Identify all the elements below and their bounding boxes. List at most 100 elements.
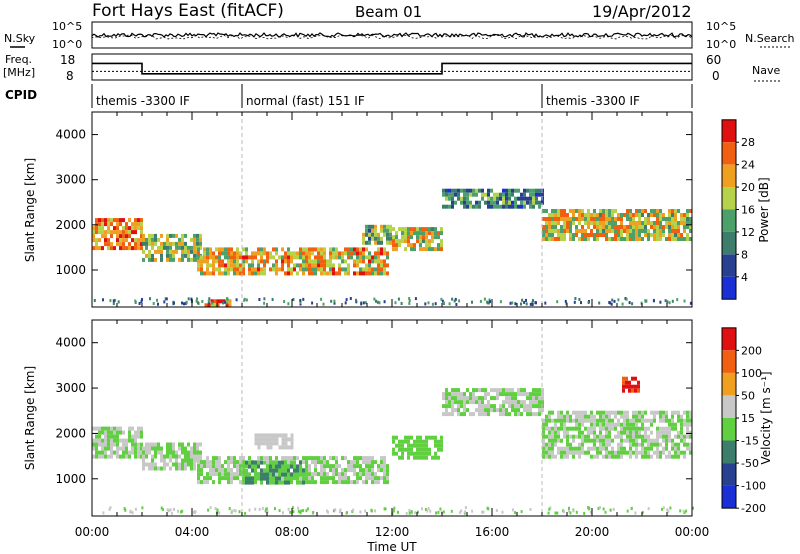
echo-cell xyxy=(142,462,145,467)
echo-cell xyxy=(172,241,175,246)
echo-cell xyxy=(481,408,484,413)
echo-cell xyxy=(239,255,242,260)
echo-cell xyxy=(338,476,341,481)
echo-cell xyxy=(602,438,605,443)
echo-cell xyxy=(599,229,602,233)
echo-cell xyxy=(362,247,365,252)
echo-cell xyxy=(680,233,683,237)
echo-cell xyxy=(502,388,505,393)
echo-cell xyxy=(203,271,206,276)
echo-cell xyxy=(554,418,557,423)
echo-cell xyxy=(305,480,308,485)
echo-cell xyxy=(662,418,665,423)
echo-cell xyxy=(290,460,293,465)
echo-cell xyxy=(422,227,425,232)
echo-cell xyxy=(371,255,374,260)
echo-cell xyxy=(514,302,517,306)
echo-cell xyxy=(380,460,383,465)
colorbar-tick-label: -15 xyxy=(741,435,759,448)
echo-cell xyxy=(605,225,608,229)
echo-cell xyxy=(514,196,517,201)
nsky-trace xyxy=(91,32,693,38)
echo-cell xyxy=(151,241,154,246)
echo-cell xyxy=(572,233,575,237)
echo-cell xyxy=(269,255,272,260)
echo-cell xyxy=(502,392,505,397)
echo-cell xyxy=(281,441,285,446)
echo-cell xyxy=(323,251,326,256)
echo-cell xyxy=(644,450,647,455)
echo-cell xyxy=(668,434,671,439)
echo-cell xyxy=(629,446,632,451)
echo-cell xyxy=(407,235,410,240)
echo-cell xyxy=(635,209,638,213)
echo-cell xyxy=(119,426,122,431)
echo-cell xyxy=(532,388,535,393)
echo-cell xyxy=(590,446,593,451)
echo-cell xyxy=(380,236,383,241)
echo-cell xyxy=(653,450,656,455)
echo-cell xyxy=(305,472,308,477)
echo-cell xyxy=(656,225,659,229)
ytick-label: 1000 xyxy=(55,472,86,486)
echo-cell xyxy=(523,300,526,304)
echo-cell xyxy=(542,225,545,229)
echo-cell xyxy=(290,476,293,481)
echo-cell xyxy=(505,192,508,197)
echo-cell xyxy=(413,439,416,444)
echo-cell xyxy=(644,229,647,233)
echo-cell xyxy=(514,392,517,397)
echo-cell xyxy=(254,507,257,511)
echo-cell xyxy=(201,300,204,303)
echo-cell xyxy=(587,438,590,443)
echo-cell xyxy=(656,430,659,435)
echo-cell xyxy=(568,509,570,513)
echo-cell xyxy=(671,446,674,451)
echo-cell xyxy=(635,422,638,427)
echo-cell xyxy=(233,271,236,276)
echo-cell xyxy=(269,480,272,485)
echo-cell xyxy=(296,271,299,276)
echo-cell xyxy=(293,476,296,481)
echo-cell xyxy=(584,237,587,241)
echo-cell xyxy=(626,509,629,513)
echo-cell xyxy=(284,464,287,469)
echo-cell xyxy=(560,410,563,415)
echo-cell xyxy=(502,196,505,201)
echo-cell xyxy=(605,237,608,241)
echo-cell xyxy=(181,446,184,451)
echo-cell xyxy=(347,267,350,272)
echo-cell xyxy=(674,434,677,439)
echo-cell xyxy=(272,464,275,469)
echo-cell xyxy=(469,204,472,209)
echo-cell xyxy=(668,209,671,213)
ytick-label: 2000 xyxy=(55,426,86,440)
echo-cell xyxy=(227,271,230,276)
echo-cell xyxy=(140,430,143,435)
echo-cell xyxy=(326,460,329,465)
echo-cell xyxy=(628,388,631,393)
ytick-label: 4000 xyxy=(55,336,86,350)
echo-cell xyxy=(157,249,160,254)
echo-cell xyxy=(463,188,466,193)
echo-cell xyxy=(478,388,481,393)
echo-cell xyxy=(437,510,440,514)
ytick-label: 2000 xyxy=(55,218,86,232)
echo-cell xyxy=(326,472,329,477)
echo-cell xyxy=(125,442,128,447)
echo-cell xyxy=(404,447,407,452)
echo-cell xyxy=(644,454,647,459)
echo-cell xyxy=(686,434,689,439)
echo-cell xyxy=(626,209,629,213)
echo-cell xyxy=(457,192,460,197)
echo-cell xyxy=(104,242,107,247)
echo-cell xyxy=(239,460,242,465)
echo-cell xyxy=(424,508,427,511)
echo-cell xyxy=(227,251,230,256)
echo-cell xyxy=(347,251,350,256)
echo-cell xyxy=(347,255,350,260)
echo-cell xyxy=(469,392,472,397)
echo-cell xyxy=(254,476,257,481)
echo-cell xyxy=(548,507,551,511)
echo-cell xyxy=(209,464,212,469)
